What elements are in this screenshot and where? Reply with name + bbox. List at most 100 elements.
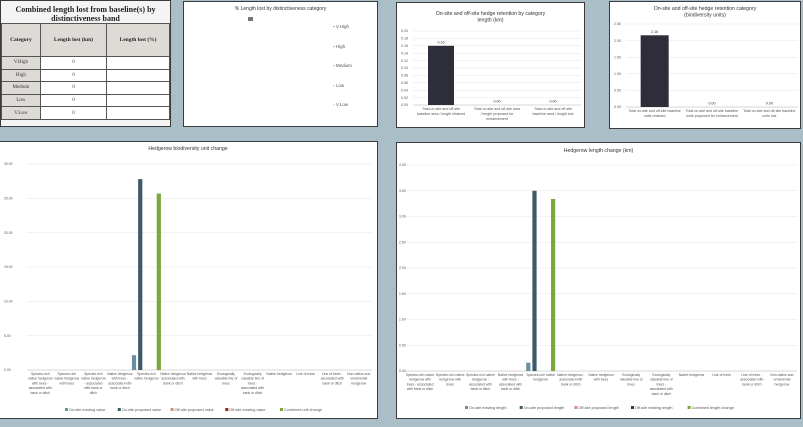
row-length-km: 0: [39, 106, 108, 120]
row-length-pct: [106, 56, 170, 70]
y-tick-label: 0.04: [401, 88, 408, 92]
y-tick-label: 2.50: [614, 22, 621, 26]
pie-legend-label: V.High: [335, 24, 349, 29]
x-category-label: Total on-site and off-site baseline area …: [417, 107, 465, 116]
pie-legend-label: V.Low: [335, 102, 348, 107]
biodiversity-unit-change-chart-panel: Hedgerow biodiversity unit change 0.00 5.0…: [0, 141, 378, 419]
bar: [131, 355, 137, 370]
chart-title: length (km): [478, 18, 504, 24]
y-tick-label: 4.00: [399, 163, 406, 167]
row-category: Low: [1, 93, 41, 108]
y-tick-label: 15.00: [4, 265, 13, 269]
y-tick-label: 1.50: [614, 55, 621, 59]
y-tick-label: 2.00: [614, 39, 621, 43]
y-tick-label: 0.08: [401, 74, 408, 78]
x-category-label: Ecologically valuable line of trees -assoc…: [241, 372, 264, 395]
legend-label: On-site existing length: [469, 406, 507, 410]
legend-swatch-icon: [225, 408, 229, 411]
legend-swatch-icon: [170, 408, 174, 411]
table-row: Medium 0: [1, 81, 170, 95]
retention-units-chart: On-site and off-site hedge retention cat…: [614, 6, 798, 118]
x-category-label: Species-rich native hedgerow with trees: [436, 373, 465, 386]
y-tick-label: 0.50: [614, 89, 621, 93]
chart-title: Hedgerow biodiversity unit change: [148, 146, 227, 152]
y-tick-label: 0.50: [399, 343, 406, 347]
x-category-label: Total on-site and off-site baseline units…: [686, 109, 738, 118]
retention-length-chart-panel: On-site and off-site hedge retention by …: [396, 2, 585, 128]
x-category-label: Ecologically valuable line of trees -assoc…: [650, 373, 673, 396]
bar: [526, 362, 531, 371]
x-category-label: Species-rich native hedgerow with trees - …: [406, 373, 435, 391]
column-header-length-pct: Length lost (%): [106, 23, 170, 57]
chart-title: On-site and off-site hedge retention by …: [436, 11, 546, 17]
legend-label: Off-site existing length: [635, 406, 673, 410]
y-tick-label: 0.10: [401, 66, 408, 70]
x-category-label: Species-rich native hedgerow - associated w…: [81, 372, 106, 395]
row-length-km: 0: [39, 56, 108, 70]
row-category: High: [1, 68, 41, 83]
row-length-km: 0: [39, 93, 108, 108]
x-category-label: Ecologically valuable line of trees: [620, 373, 643, 386]
x-category-label: Total on-site and off-site baseline area …: [533, 107, 574, 116]
x-category-label: Non-native and ornamental hedgerow: [770, 373, 793, 386]
pie-legend: ▪ V.High ▪ High ▪ Medium ▪ Low ▪ V.Low: [333, 24, 352, 122]
row-category: V.High: [1, 56, 41, 70]
row-length-pct: [106, 106, 170, 120]
bar: [428, 45, 454, 105]
retention-units-chart-panel: On-site and off-site hedge retention cat…: [609, 1, 801, 129]
bar: [640, 35, 669, 108]
row-length-pct: [106, 93, 170, 108]
y-tick-label: 30.00: [4, 162, 13, 166]
legend-swatch-icon: [465, 406, 468, 409]
row-length-pct: [106, 68, 170, 83]
x-category-label: Native hedgerow with trees: [187, 372, 213, 381]
x-category-label: Line of trees: [296, 372, 315, 376]
data-label: 0.00: [766, 102, 773, 106]
legend-swatch-icon: [519, 406, 523, 409]
x-category-label: Native hedgerow with trees -associated wi…: [107, 372, 133, 390]
x-category-label: Native hedgerow associated with bank or di…: [160, 372, 186, 385]
chart-title: On-site and off-site hedge retention cat…: [654, 6, 757, 12]
legend-swatch-icon: [280, 408, 283, 411]
table-title-line-1: Combined length lost from baseline(s) by: [15, 5, 156, 14]
y-tick-label: 3.00: [399, 215, 406, 219]
pie-legend-label: High: [335, 43, 346, 49]
x-category-label: Line of trees -associated with bank or di…: [321, 372, 344, 385]
x-category-label: Species-rich native hedgerow -associated …: [466, 373, 495, 391]
y-tick-label: 2.00: [399, 266, 406, 270]
table-row: V.High 0: [1, 56, 170, 70]
pie-chart-title: % Length lost by distinctiveness categor…: [234, 6, 327, 12]
y-tick-label: 20.00: [4, 231, 13, 235]
chart-title: Hedgerow length change (km): [564, 148, 634, 154]
legend-swatch-icon: ▪: [333, 63, 336, 68]
y-tick-label: 1.00: [614, 72, 621, 76]
x-category-label: Native hedgerow -associated with bank or …: [557, 373, 585, 386]
legend-swatch-icon: [117, 408, 121, 411]
pie-legend-item: ▪ Low: [333, 83, 352, 88]
x-category-label: Ecologically valuable line of trees: [215, 372, 238, 385]
table-row: High 0: [1, 68, 170, 83]
bar: [550, 198, 556, 371]
table-title-line-2: distinctiveness band: [51, 14, 120, 23]
y-tick-label: 0.14: [401, 51, 408, 55]
x-category-label: Native hedgerow with trees: [588, 373, 614, 382]
legend-label: On-site proposed value: [122, 408, 161, 412]
y-tick-label: 0.12: [401, 59, 408, 63]
legend-swatch-icon: [687, 406, 691, 409]
y-tick-label: 0.00: [614, 105, 621, 109]
legend-swatch-icon: [631, 406, 634, 409]
x-category-label: Native hedgerow with trees -associated wi…: [498, 373, 524, 391]
x-category-label: Non-native and ornamental hedgerow: [347, 372, 370, 385]
biodiversity-unit-change-chart: Hedgerow biodiversity unit change 0.00 5.0…: [4, 146, 372, 412]
legend-swatch-icon: ▪: [333, 82, 336, 88]
y-tick-label: 0.00: [401, 103, 408, 107]
y-tick-label: 1.50: [399, 292, 406, 296]
table-header-row: Category Length lost (km) Length lost (%…: [1, 23, 170, 57]
row-length-km: 0: [39, 81, 108, 95]
legend-swatch-icon: [574, 406, 578, 409]
y-tick-label: 0.00: [4, 368, 11, 372]
data-label: 0.16: [438, 40, 445, 44]
row-length-km: 0: [39, 68, 108, 83]
x-category-label: Total on-site and off-site baseline units…: [743, 109, 795, 118]
data-label: 0.00: [494, 100, 501, 104]
